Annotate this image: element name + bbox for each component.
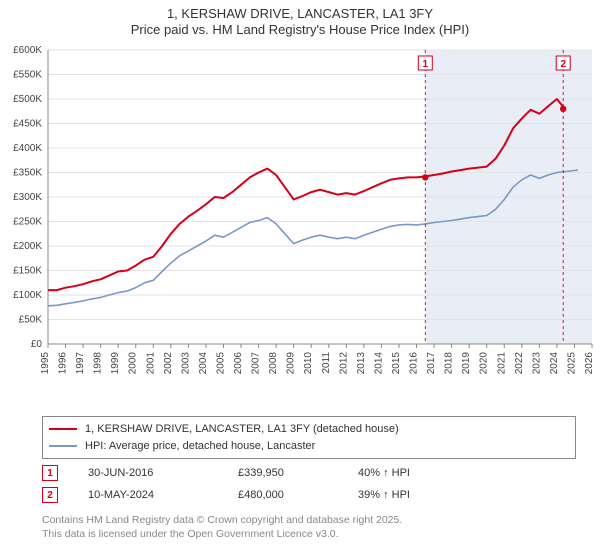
transaction-delta: 40% ↑ HPI bbox=[358, 467, 468, 479]
title-line-1: 1, KERSHAW DRIVE, LANCASTER, LA1 3FY bbox=[0, 6, 600, 22]
svg-text:£500K: £500K bbox=[13, 94, 42, 105]
svg-text:2000: 2000 bbox=[128, 352, 139, 375]
svg-text:£300K: £300K bbox=[13, 192, 42, 203]
transaction-price: £339,950 bbox=[238, 467, 328, 479]
svg-text:2026: 2026 bbox=[584, 352, 595, 375]
svg-text:2005: 2005 bbox=[215, 352, 226, 375]
svg-text:£250K: £250K bbox=[13, 217, 42, 228]
svg-text:2003: 2003 bbox=[180, 352, 191, 375]
svg-text:2016: 2016 bbox=[409, 352, 420, 375]
legend-item: 1, KERSHAW DRIVE, LANCASTER, LA1 3FY (de… bbox=[49, 421, 569, 438]
svg-text:1: 1 bbox=[423, 59, 429, 70]
svg-text:£100K: £100K bbox=[13, 290, 42, 301]
chart-title: 1, KERSHAW DRIVE, LANCASTER, LA1 3FY Pri… bbox=[0, 0, 600, 39]
svg-text:2004: 2004 bbox=[198, 352, 209, 375]
svg-text:£400K: £400K bbox=[13, 143, 42, 154]
transaction-row: 1 30-JUN-2016 £339,950 40% ↑ HPI bbox=[42, 462, 562, 484]
svg-text:2014: 2014 bbox=[373, 352, 384, 375]
svg-text:£350K: £350K bbox=[13, 168, 42, 179]
legend-label: HPI: Average price, detached house, Lanc… bbox=[85, 438, 315, 455]
svg-text:2007: 2007 bbox=[251, 352, 262, 375]
title-line-2: Price paid vs. HM Land Registry's House … bbox=[0, 22, 600, 38]
svg-text:1996: 1996 bbox=[58, 352, 69, 375]
svg-text:1997: 1997 bbox=[75, 352, 86, 375]
svg-text:1995: 1995 bbox=[40, 352, 51, 375]
legend: 1, KERSHAW DRIVE, LANCASTER, LA1 3FY (de… bbox=[42, 416, 576, 459]
svg-text:2011: 2011 bbox=[321, 352, 332, 374]
svg-text:2013: 2013 bbox=[356, 352, 367, 375]
svg-text:2020: 2020 bbox=[479, 352, 490, 375]
svg-text:2002: 2002 bbox=[163, 352, 174, 375]
svg-text:2024: 2024 bbox=[549, 352, 560, 375]
transaction-price: £480,000 bbox=[238, 489, 328, 501]
svg-text:2021: 2021 bbox=[496, 352, 507, 375]
svg-text:£200K: £200K bbox=[13, 241, 42, 252]
price-chart: £0 £50K £100K £150K £200K £250K £300K £350K £400… bbox=[0, 44, 600, 408]
svg-text:2010: 2010 bbox=[303, 352, 314, 375]
svg-text:£50K: £50K bbox=[19, 315, 43, 326]
svg-text:2023: 2023 bbox=[531, 352, 542, 375]
svg-text:£150K: £150K bbox=[13, 266, 42, 277]
svg-text:1999: 1999 bbox=[110, 352, 121, 375]
svg-text:£600K: £600K bbox=[13, 45, 42, 56]
attribution-footer: Contains HM Land Registry data © Crown c… bbox=[42, 514, 562, 541]
svg-text:2008: 2008 bbox=[268, 352, 279, 375]
svg-text:£0: £0 bbox=[31, 339, 43, 350]
svg-text:2: 2 bbox=[560, 59, 566, 70]
legend-swatch bbox=[49, 445, 77, 447]
svg-text:2017: 2017 bbox=[426, 352, 437, 375]
svg-text:2009: 2009 bbox=[286, 352, 297, 375]
svg-text:1998: 1998 bbox=[93, 352, 104, 375]
transaction-delta: 39% ↑ HPI bbox=[358, 489, 468, 501]
svg-text:2012: 2012 bbox=[338, 352, 349, 375]
svg-text:2015: 2015 bbox=[391, 352, 402, 375]
transaction-row: 2 10-MAY-2024 £480,000 39% ↑ HPI bbox=[42, 484, 562, 506]
svg-text:2025: 2025 bbox=[566, 352, 577, 375]
transaction-date: 10-MAY-2024 bbox=[88, 489, 208, 501]
svg-text:2006: 2006 bbox=[233, 352, 244, 375]
legend-item: HPI: Average price, detached house, Lanc… bbox=[49, 438, 569, 455]
legend-swatch bbox=[49, 428, 77, 430]
svg-text:2019: 2019 bbox=[461, 352, 472, 375]
footer-line-1: Contains HM Land Registry data © Crown c… bbox=[42, 514, 562, 528]
svg-text:2022: 2022 bbox=[514, 352, 525, 375]
transactions-table: 1 30-JUN-2016 £339,950 40% ↑ HPI 2 10-MAY-202… bbox=[42, 462, 562, 506]
svg-text:2001: 2001 bbox=[145, 352, 156, 375]
svg-text:£450K: £450K bbox=[13, 119, 42, 130]
transaction-date: 30-JUN-2016 bbox=[88, 467, 208, 479]
transaction-marker: 2 bbox=[42, 487, 58, 503]
transaction-marker: 1 bbox=[42, 465, 58, 481]
svg-text:2018: 2018 bbox=[444, 352, 455, 375]
footer-line-2: This data is licensed under the Open Gov… bbox=[42, 528, 562, 542]
svg-text:£550K: £550K bbox=[13, 70, 42, 81]
legend-label: 1, KERSHAW DRIVE, LANCASTER, LA1 3FY (de… bbox=[85, 421, 399, 438]
